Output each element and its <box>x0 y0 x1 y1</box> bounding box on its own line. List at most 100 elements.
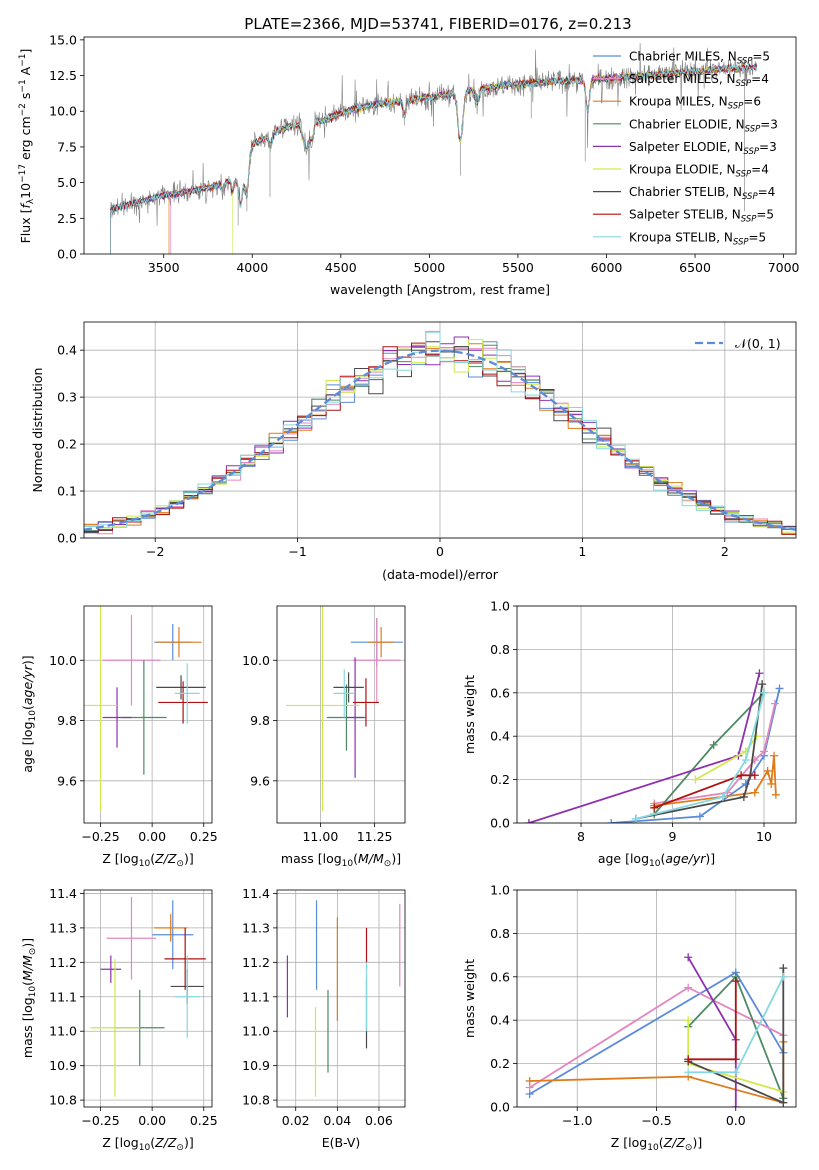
x-tick-label: 6000 <box>591 260 623 275</box>
y-axis-label: age [log10(age/yr)] <box>20 655 38 772</box>
weight-marker <box>755 669 764 678</box>
weight-marker <box>750 771 759 780</box>
x-tick-label: 0.06 <box>365 1113 393 1128</box>
y-tick-label: 11.0 <box>49 1024 77 1039</box>
axes-residuals: −2 −1 0 1 2 0.0 0.1 0.2 0.3 0.4 <box>57 321 797 559</box>
x-tick-label: 5500 <box>502 260 534 275</box>
weight-marker <box>607 819 616 823</box>
axes-frame <box>83 605 213 824</box>
axes-mass_weight_vs_Z: −1.0 −0.5 0.0 0.0 0.2 0.4 0.6 0.8 1.0 <box>490 883 797 1128</box>
axes-frame <box>516 605 797 824</box>
y-tick-label: 5.0 <box>57 175 77 190</box>
weight-marker <box>691 775 700 784</box>
x-tick-label: 4000 <box>236 260 268 275</box>
x-axis-label: Z [log10(Z/Z⊙)] <box>102 851 193 869</box>
weight-marker <box>759 688 768 697</box>
weight-marker <box>684 1068 693 1077</box>
axes-age_vs_Z: −0.25 0.00 0.25 9.6 9.8 10.0 <box>49 605 218 844</box>
y-tick-label: 11.0 <box>242 1024 270 1039</box>
weight-marker <box>770 751 779 760</box>
y-tick-label: 10.8 <box>49 1093 77 1108</box>
plot-area <box>524 669 784 823</box>
legend-entry: Chabrier STELIB, NSSP=4 <box>629 185 775 202</box>
y-tick-label: 0.4 <box>490 1013 510 1028</box>
x-tick-label: −2 <box>146 544 164 559</box>
y-axis-label: Normed distribution <box>30 368 45 493</box>
x-tick-label: 9 <box>669 829 677 844</box>
x-tick-label: 0.25 <box>190 1113 218 1128</box>
y-tick-label: 12.5 <box>49 68 77 83</box>
weight-marker <box>750 788 759 797</box>
legend: Chabrier MILES, NSSP=5 Salpeter MILES, NS… <box>593 50 778 247</box>
weight-marker <box>731 1103 740 1107</box>
x-axis-label: wavelength [Angstrom, rest frame] <box>330 282 550 297</box>
weight-marker <box>763 766 772 775</box>
x-tick-label: −0.25 <box>81 829 119 844</box>
x-tick-label: 6500 <box>679 260 711 275</box>
axes-frame <box>276 605 406 824</box>
weight-marker <box>739 792 748 801</box>
y-tick-label: 10.9 <box>242 1058 270 1073</box>
model-spectrum-8 <box>110 62 758 254</box>
gaussian-reference-curve <box>84 349 796 531</box>
weight-marker <box>684 983 693 992</box>
weight-line-5 <box>687 956 737 1107</box>
y-tick-label: 0.6 <box>490 685 510 700</box>
y-tick-label: 11.2 <box>49 955 77 970</box>
y-tick-label: 11.1 <box>49 989 77 1004</box>
weight-marker <box>695 812 704 821</box>
x-axis-label: E(B-V) <box>322 1135 361 1150</box>
x-axis-label: mass [log10(M/M⊙)] <box>281 851 401 869</box>
x-tick-label: 0.00 <box>138 829 166 844</box>
x-axis-label: Z [log10(Z/Z⊙)] <box>611 1135 702 1153</box>
y-tick-label: 0.4 <box>57 343 77 358</box>
y-tick-label: 11.4 <box>49 886 77 901</box>
legend-entry: Salpeter ELODIE, NSSP=3 <box>629 140 777 157</box>
weight-line-9 <box>635 692 765 820</box>
x-tick-label: −0.25 <box>81 1113 119 1128</box>
weight-marker <box>767 779 776 788</box>
x-tick-label: 0.25 <box>190 829 218 844</box>
y-tick-label: 10.8 <box>242 1093 270 1108</box>
legend-entry: Chabrier MILES, NSSP=5 <box>629 50 770 67</box>
axes-spectrum: 3500 4000 4500 5000 5500 6000 6500 7000 0.0 2.5 5.… <box>49 32 799 275</box>
y-tick-label: 0.2 <box>57 437 77 452</box>
y-axis-label: mass weight <box>462 959 477 1038</box>
y-tick-label: 0.3 <box>57 390 77 405</box>
weight-marker <box>758 680 767 689</box>
y-tick-label: 11.1 <box>242 989 270 1004</box>
weight-line-6 <box>694 735 758 781</box>
plot-area <box>286 900 401 1097</box>
y-tick-label: 0.0 <box>57 531 77 546</box>
plot-area <box>285 606 403 811</box>
x-tick-label: 11.00 <box>302 829 338 844</box>
axes-mass_vs_ebv: 0.02 0.04 0.06 10.8 10.9 11.0 11.1 11.2 11.3 11.4 <box>242 886 406 1128</box>
y-tick-label: 0.1 <box>57 484 77 499</box>
weight-marker <box>779 972 788 981</box>
y-tick-label: 2.5 <box>57 211 77 226</box>
plot-area <box>90 896 206 1097</box>
y-tick-label: 9.8 <box>57 713 77 728</box>
plot-area <box>525 953 788 1107</box>
x-tick-label: 8 <box>577 829 585 844</box>
weight-line-7 <box>635 683 764 820</box>
weight-marker <box>524 819 533 823</box>
y-tick-label: 11.3 <box>242 920 270 935</box>
weight-marker <box>684 953 693 962</box>
y-tick-label: 0.4 <box>490 729 510 744</box>
axes-frame <box>83 36 797 255</box>
weight-marker <box>525 1076 534 1085</box>
legend-entry: Salpeter STELIB, NSSP=5 <box>629 208 774 225</box>
x-tick-label: 0.0 <box>726 1113 746 1128</box>
legend-entry: Kroupa STELIB, NSSP=5 <box>629 230 766 247</box>
legend-entry: Salpeter MILES, NSSP=4 <box>629 72 769 89</box>
y-tick-label: 0.0 <box>57 247 77 262</box>
weight-line-1 <box>611 688 781 823</box>
weight-marker <box>684 1055 693 1064</box>
y-tick-label: 0.2 <box>490 1056 510 1071</box>
axes-age_vs_mass: 11.00 11.25 9.6 9.8 10.0 <box>242 605 406 844</box>
x-tick-label: 3500 <box>148 260 180 275</box>
weight-marker <box>718 792 727 801</box>
weight-marker <box>737 771 746 780</box>
